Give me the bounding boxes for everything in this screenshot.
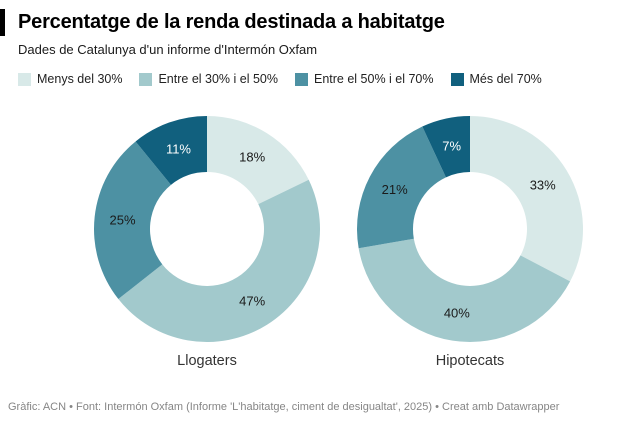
legend-item-mes-70: Més del 70% <box>450 72 542 86</box>
slice-label: 33% <box>530 177 556 192</box>
chart-subtitle: Dades de Catalunya d'un informe d'Interm… <box>18 42 318 57</box>
charts-row: 18% 47% 25% 11% Llogaters 33% 40% 21% 7% Hipot… <box>0 116 640 370</box>
donut-slice <box>135 116 207 185</box>
legend-item-50-70: Entre el 50% i el 70% <box>294 72 434 86</box>
legend-label: Més del 70% <box>469 72 542 86</box>
donut-slice <box>207 116 309 205</box>
legend-label: Menys del 30% <box>37 72 123 86</box>
donut-slice <box>470 116 583 282</box>
slice-label: 7% <box>442 139 461 154</box>
donut-slice <box>358 238 571 342</box>
donut-chart-llogaters: 18% 47% 25% 11% Llogaters <box>94 116 320 370</box>
legend: Menys del 30% Entre el 30% i el 50% Entr… <box>18 72 622 86</box>
attribution: Gràfic: ACN • Font: Intermón Oxfam (Info… <box>8 401 560 413</box>
legend-item-30-50: Entre el 30% i el 50% <box>139 72 278 86</box>
title-accent-bar <box>0 9 5 36</box>
slice-label: 40% <box>444 305 470 320</box>
legend-item-menys-30: Menys del 30% <box>18 72 122 86</box>
donut-svg: 33% 40% 21% 7% <box>357 116 583 342</box>
slice-label: 18% <box>239 149 265 164</box>
donut-caption: Llogaters <box>177 353 237 369</box>
donut-slice <box>422 116 470 178</box>
legend-swatch <box>450 72 464 86</box>
slice-label: 11% <box>166 141 191 156</box>
legend-swatch <box>139 72 153 86</box>
donut-svg: 18% 47% 25% 11% <box>94 116 320 342</box>
legend-swatch <box>294 72 308 86</box>
slice-label: 47% <box>239 294 265 309</box>
donut-slice <box>118 179 320 342</box>
donut-caption: Hipotecats <box>435 353 505 369</box>
legend-label: Entre el 30% i el 50% <box>158 72 278 86</box>
chart-title: Percentatge de la renda destinada a habi… <box>18 11 445 33</box>
legend-label: Entre el 50% i el 70% <box>313 72 434 86</box>
legend-swatch <box>18 72 31 86</box>
donut-slice <box>94 141 171 300</box>
slice-label: 25% <box>109 212 135 227</box>
donut-slice <box>357 126 446 249</box>
donut-chart-hipotecats: 33% 40% 21% 7% Hipotecats <box>357 116 583 370</box>
slice-label: 21% <box>382 182 408 197</box>
